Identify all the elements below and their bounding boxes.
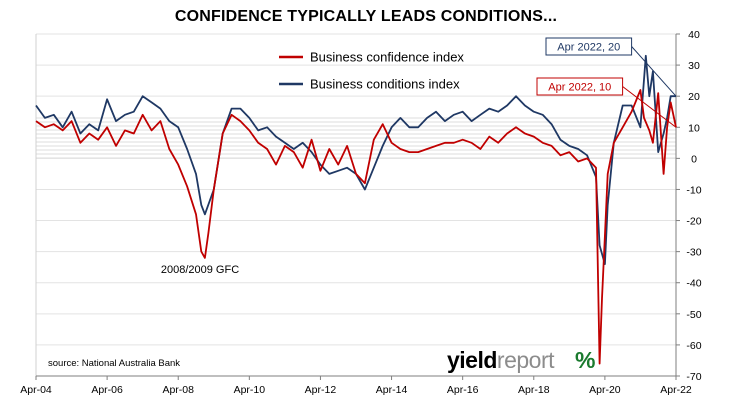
legend-label: Business conditions index	[310, 77, 460, 92]
y-tick-label: 10	[688, 122, 700, 134]
y-tick-label: -40	[686, 278, 701, 290]
callout-box	[536, 77, 624, 96]
logo-text-yield: yield	[447, 347, 497, 373]
yieldreport-logo: yieldreport %	[447, 347, 595, 373]
y-tick-label: -70	[686, 371, 701, 383]
y-tick-label: 30	[688, 60, 700, 72]
y-tick-label: -30	[686, 247, 701, 259]
y-tick-label: -20	[686, 216, 701, 228]
annotations: 2008/2009 GFC Apr 2022, 20 Apr 2022, 10	[161, 37, 677, 276]
x-tick-label: Apr-10	[234, 384, 266, 396]
logo-percent-icon: %	[575, 347, 595, 373]
x-tick-label: Apr-18	[518, 384, 550, 396]
axes	[35, 34, 677, 377]
x-tick-label: Apr-12	[305, 384, 337, 396]
y-tick-label: -50	[686, 309, 701, 321]
legend: Business confidence index Business condit…	[279, 50, 464, 92]
chart-title: CONFIDENCE TYPICALLY LEADS CONDITIONS...	[174, 8, 558, 25]
x-tick-labels: Apr-04 Apr-06 Apr-08 Apr-10 Apr-12 Apr-14 Apr-…	[20, 376, 692, 396]
source-label: source: National Australia Bank	[48, 358, 180, 369]
svg-text:yieldreport: yieldreport	[447, 347, 555, 373]
callout-leader	[622, 86, 677, 128]
shaded-band	[36, 114, 676, 159]
y-tick-label: 40	[688, 29, 700, 41]
y-tick-label: 0	[691, 153, 697, 165]
callout-box	[545, 37, 633, 56]
callout-label: Apr 2022, 20	[557, 42, 620, 54]
callout-label: Apr 2022, 10	[548, 82, 611, 94]
series-line-business-confidence-index	[35, 89, 677, 365]
callout-leader	[631, 46, 677, 97]
x-tick-label: Apr-22	[660, 384, 692, 396]
legend-label: Business confidence index	[310, 50, 464, 65]
logo-text-report: report	[497, 347, 555, 373]
x-tick-label: Apr-16	[447, 384, 479, 396]
x-tick-label: Apr-04	[20, 384, 52, 396]
x-tick-label: Apr-14	[376, 384, 408, 396]
y-tick-label: -60	[686, 340, 701, 352]
gfc-annotation: 2008/2009 GFC	[161, 264, 239, 276]
series-lines	[35, 54, 677, 365]
x-tick-label: Apr-08	[162, 384, 194, 396]
y-tick-labels: 40 30 20 10 0 -10 -20 -30 -40 -50 -60 -70	[676, 29, 702, 383]
x-tick-label: Apr-20	[589, 384, 621, 396]
y-tick-label: -10	[686, 184, 701, 196]
y-tick-label: 20	[688, 91, 700, 103]
band	[36, 114, 676, 159]
x-tick-label: Apr-06	[91, 384, 123, 396]
